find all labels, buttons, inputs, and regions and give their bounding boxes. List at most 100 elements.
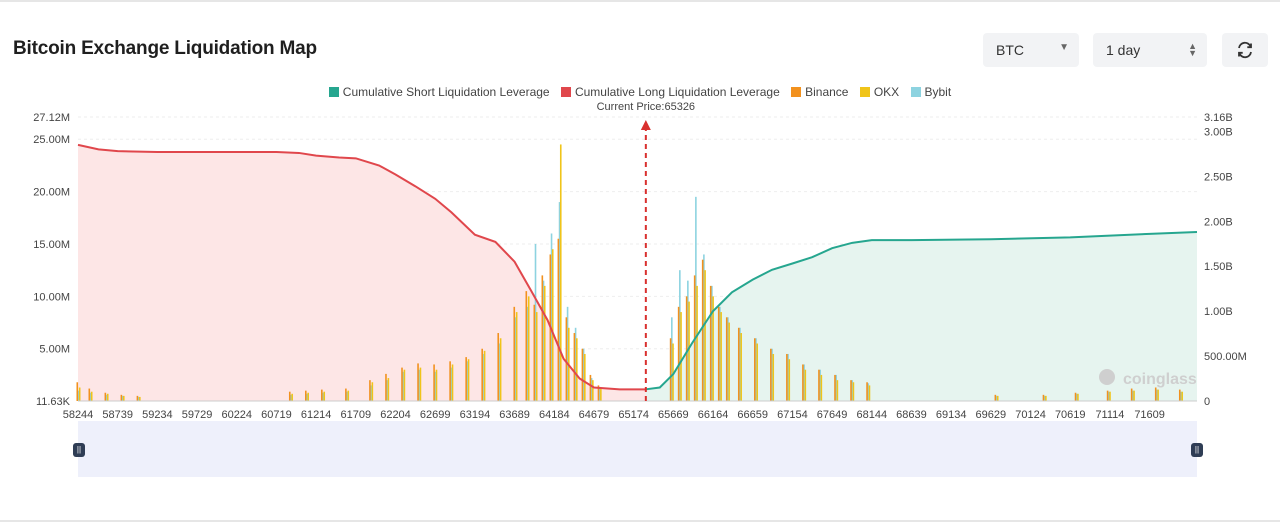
- liquidation-bar-okx: [515, 312, 518, 401]
- legend-swatch-bybit: [910, 87, 921, 97]
- liquidation-bar-bybit: [346, 391, 348, 401]
- y-left-tick-label: 25.00M: [33, 134, 70, 146]
- liquidation-bar-binance: [449, 361, 451, 401]
- liquidation-bar-okx: [347, 390, 350, 401]
- zoom-slider[interactable]: [78, 421, 1197, 477]
- liquidation-bar-bybit: [1108, 391, 1110, 401]
- liquidation-bar-bybit: [514, 317, 517, 401]
- liquidation-bar-binance: [104, 392, 107, 401]
- liquidation-bar-okx: [1133, 390, 1135, 401]
- y-right-tick-label: 500.00M: [1204, 351, 1247, 363]
- y-right-tick-label: 0: [1204, 396, 1210, 408]
- cumulative-short-line: [645, 231, 1198, 391]
- liquidation-bar-binance: [685, 296, 688, 401]
- y-left-tick-label: 5.00M: [39, 344, 70, 356]
- liquidation-bar-binance: [802, 364, 804, 401]
- x-tick-label: 61214: [301, 409, 332, 420]
- liquidation-bar-bybit: [739, 327, 741, 401]
- liquidation-bar-bybit: [671, 317, 673, 401]
- liquidation-bar-okx: [419, 367, 422, 401]
- liquidation-bar-bybit: [550, 233, 553, 401]
- legend-swatch-binance: [791, 87, 802, 97]
- time-range-value: 1 day: [1106, 42, 1141, 58]
- liquidation-bar-okx: [788, 359, 791, 401]
- x-tick-label: 68639: [896, 409, 927, 420]
- liquidation-bar-bybit: [89, 392, 92, 401]
- short-liquidation-area: [645, 232, 1197, 401]
- legend-label-bybit: Bybit: [924, 85, 952, 99]
- liquidation-bar-binance: [1042, 394, 1045, 401]
- x-tick-label: 58244: [63, 409, 94, 420]
- y-right-tick-label: 1.00B: [1204, 306, 1233, 318]
- liquidation-bar-okx: [387, 378, 390, 401]
- liquidation-bar-bybit: [121, 395, 124, 401]
- liquidation-bar-bybit: [1075, 393, 1078, 401]
- zoom-handle-right[interactable]: ||: [1191, 443, 1203, 457]
- liquidation-bar-okx: [483, 350, 486, 401]
- liquidation-bar-okx: [756, 343, 759, 401]
- liquidation-bar-bybit: [418, 369, 421, 401]
- liquidation-bar-bybit: [995, 395, 998, 401]
- liquidation-bar-bybit: [867, 383, 870, 401]
- legend-label-short: Cumulative Short Liquidation Leverage: [342, 85, 550, 99]
- page-title: Bitcoin Exchange Liquidation Map: [13, 38, 317, 59]
- liquidation-bar-bybit: [137, 396, 140, 401]
- refresh-button[interactable]: [1222, 33, 1268, 67]
- x-tick-label: 71114: [1095, 409, 1124, 420]
- liquidation-bar-okx: [704, 270, 706, 401]
- x-tick-label: 62204: [380, 409, 411, 420]
- legend-item-long[interactable]: Cumulative Long Liquidation Leverage: [560, 85, 780, 99]
- liquidation-bar-okx: [592, 380, 594, 401]
- liquidation-bar-bybit: [542, 280, 545, 401]
- liquidation-bar-bybit: [711, 285, 713, 401]
- liquidation-bar-bybit: [498, 343, 501, 401]
- zoom-handle-left[interactable]: ||: [73, 443, 85, 457]
- liquidation-bar-bybit: [322, 392, 324, 401]
- liquidation-bar-binance: [557, 238, 560, 401]
- liquidation-bar-binance: [994, 394, 997, 401]
- liquidation-bar-binance: [565, 317, 568, 401]
- liquidation-bar-binance: [1074, 392, 1077, 401]
- x-tick-label: 63194: [460, 409, 491, 420]
- liquidation-bar-okx: [696, 285, 698, 401]
- legend-swatch-long: [560, 87, 571, 97]
- liquidation-bar-binance: [369, 380, 371, 401]
- liquidation-bar-bybit: [695, 196, 697, 401]
- liquidation-bar-binance: [709, 285, 712, 401]
- liquidation-bar-okx: [543, 285, 546, 401]
- liquidation-bar-okx: [527, 296, 530, 401]
- legend-item-binance[interactable]: Binance: [791, 85, 848, 99]
- liquidation-bar-okx: [78, 387, 81, 401]
- liquidation-bar-okx: [559, 144, 562, 401]
- time-range-select[interactable]: 1 day ▲ ▼: [1093, 33, 1207, 67]
- liquidation-bar-binance: [677, 306, 680, 401]
- liquidation-bar-binance: [465, 357, 467, 401]
- legend-item-bybit[interactable]: Bybit: [910, 85, 952, 99]
- coin-select[interactable]: BTC ▼: [983, 33, 1079, 67]
- liquidation-bar-binance: [834, 374, 836, 401]
- liquidation-bar-binance: [589, 374, 592, 401]
- x-tick-label: 69134: [936, 409, 967, 420]
- liquidation-bar-okx: [996, 395, 999, 401]
- liquidation-bar-okx: [820, 374, 823, 401]
- legend-item-short[interactable]: Cumulative Short Liquidation Leverage: [328, 85, 550, 99]
- legend-item-okx[interactable]: OKX: [859, 85, 899, 99]
- y-left-tick-label: 15.00M: [33, 239, 70, 251]
- liquidation-bar-okx: [852, 382, 855, 401]
- liquidation-bar-binance: [725, 317, 728, 401]
- liquidation-bar-bybit: [526, 306, 529, 401]
- x-tick-label: 66164: [698, 409, 729, 420]
- liquidation-bar-binance: [385, 373, 387, 401]
- x-tick-label: 70619: [1055, 409, 1086, 420]
- liquidation-bar-bybit: [679, 270, 681, 401]
- liquidation-bar-binance: [818, 369, 820, 401]
- liquidation-bar-bybit: [803, 364, 805, 401]
- x-tick-label: 65669: [658, 409, 689, 420]
- x-tick-label: 60719: [261, 409, 292, 420]
- liquidation-bar-binance: [581, 348, 584, 401]
- liquidation-bar-bybit: [482, 353, 485, 401]
- liquidation-bar-binance: [304, 390, 307, 401]
- liquidation-bar-okx: [740, 333, 742, 401]
- liquidation-bar-okx: [403, 369, 406, 401]
- y-right-tick-label: 2.50B: [1204, 171, 1233, 183]
